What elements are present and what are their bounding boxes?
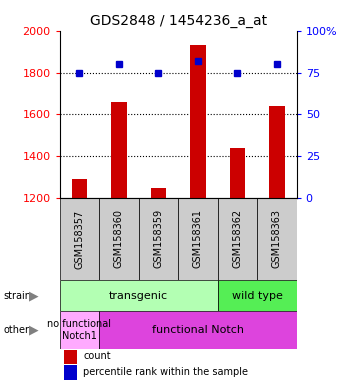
Bar xyxy=(64,349,77,364)
Bar xyxy=(64,365,77,379)
Text: GSM158357: GSM158357 xyxy=(74,209,85,268)
Text: transgenic: transgenic xyxy=(109,291,168,301)
Bar xyxy=(218,198,257,280)
Text: other: other xyxy=(3,325,29,335)
Bar xyxy=(99,311,297,349)
Bar xyxy=(269,106,285,198)
Bar xyxy=(150,187,166,198)
Text: GSM158361: GSM158361 xyxy=(193,209,203,268)
Text: no functional
Notch1: no functional Notch1 xyxy=(47,319,112,341)
Title: GDS2848 / 1454236_a_at: GDS2848 / 1454236_a_at xyxy=(90,14,267,28)
Text: ▶: ▶ xyxy=(29,323,39,336)
Text: GSM158362: GSM158362 xyxy=(233,209,242,268)
Bar xyxy=(139,198,178,280)
Bar xyxy=(111,102,127,198)
Bar xyxy=(60,311,99,349)
Bar xyxy=(60,198,99,280)
Bar xyxy=(190,45,206,198)
Text: percentile rank within the sample: percentile rank within the sample xyxy=(83,367,248,377)
Text: wild type: wild type xyxy=(232,291,283,301)
Text: GSM158363: GSM158363 xyxy=(272,209,282,268)
Text: GSM158359: GSM158359 xyxy=(153,209,163,268)
Text: functional Notch: functional Notch xyxy=(152,325,244,335)
Bar xyxy=(229,148,245,198)
Bar xyxy=(257,198,297,280)
Bar xyxy=(72,179,87,198)
Bar xyxy=(99,198,139,280)
Bar xyxy=(218,280,297,311)
Text: strain: strain xyxy=(3,291,31,301)
Text: count: count xyxy=(83,351,111,361)
Bar xyxy=(178,198,218,280)
Text: ▶: ▶ xyxy=(29,289,39,302)
Bar xyxy=(60,280,218,311)
Text: GSM158360: GSM158360 xyxy=(114,209,124,268)
